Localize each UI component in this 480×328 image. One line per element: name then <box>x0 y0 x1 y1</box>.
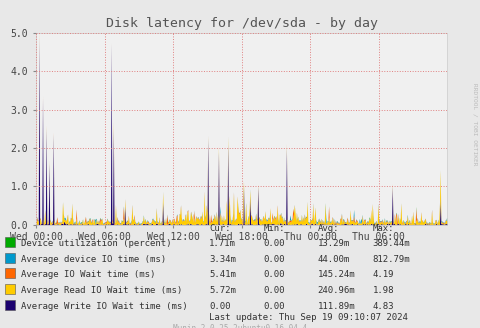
Text: Average device IO time (ms): Average device IO time (ms) <box>21 255 166 264</box>
Text: Min:: Min: <box>263 224 285 233</box>
Text: 4.83: 4.83 <box>372 302 394 311</box>
Text: 0.00: 0.00 <box>263 239 285 248</box>
Text: Cur:: Cur: <box>209 224 230 233</box>
Text: 5.41m: 5.41m <box>209 270 236 279</box>
Text: 240.96m: 240.96m <box>317 286 354 295</box>
Text: Average IO Wait time (ms): Average IO Wait time (ms) <box>21 270 155 279</box>
Text: 0.00: 0.00 <box>209 302 230 311</box>
Text: Avg:: Avg: <box>317 224 338 233</box>
Text: 0.00: 0.00 <box>263 302 285 311</box>
Text: 3.34m: 3.34m <box>209 255 236 264</box>
Text: 4.19: 4.19 <box>372 270 394 279</box>
Text: 145.24m: 145.24m <box>317 270 354 279</box>
Text: Last update: Thu Sep 19 09:10:07 2024: Last update: Thu Sep 19 09:10:07 2024 <box>209 314 407 322</box>
Text: 812.79m: 812.79m <box>372 255 409 264</box>
Text: Max:: Max: <box>372 224 394 233</box>
Text: Munin 2.0.25-2ubuntu0.16.04.4: Munin 2.0.25-2ubuntu0.16.04.4 <box>173 324 307 328</box>
Text: 389.44m: 389.44m <box>372 239 409 248</box>
Text: Device utilization (percent): Device utilization (percent) <box>21 239 171 248</box>
Text: 44.00m: 44.00m <box>317 255 349 264</box>
Title: Disk latency for /dev/sda - by day: Disk latency for /dev/sda - by day <box>106 17 377 30</box>
Text: RRDTOOL / TOBI OETIKER: RRDTOOL / TOBI OETIKER <box>472 83 477 166</box>
Text: Average Write IO Wait time (ms): Average Write IO Wait time (ms) <box>21 302 187 311</box>
Text: 1.98: 1.98 <box>372 286 394 295</box>
Text: 13.29m: 13.29m <box>317 239 349 248</box>
Text: 1.71m: 1.71m <box>209 239 236 248</box>
Text: 111.89m: 111.89m <box>317 302 354 311</box>
Text: 5.72m: 5.72m <box>209 286 236 295</box>
Text: 0.00: 0.00 <box>263 286 285 295</box>
Text: 0.00: 0.00 <box>263 255 285 264</box>
Text: Average Read IO Wait time (ms): Average Read IO Wait time (ms) <box>21 286 182 295</box>
Text: 0.00: 0.00 <box>263 270 285 279</box>
